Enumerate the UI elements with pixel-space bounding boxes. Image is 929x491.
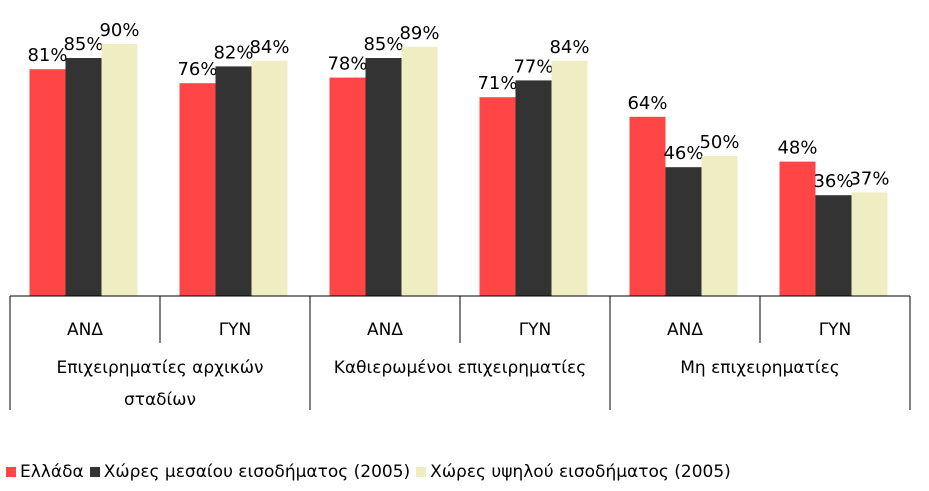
bar [701, 156, 738, 296]
x-tick-label: ΓΥΝ [818, 320, 852, 340]
legend-swatch [416, 467, 427, 477]
legend-label: Χώρες μεσαίου εισοδήματος (2005) [103, 462, 411, 482]
x-tick-label: ΑΝΔ [367, 320, 403, 340]
group-label: Επιχειρηματίες αρχικών σταδίων [56, 358, 264, 410]
bar [515, 80, 552, 297]
legend-item: Ελλάδα [6, 462, 84, 482]
bar [215, 66, 252, 297]
legend-item: Χώρες μεσαίου εισοδήματος (2005) [89, 462, 411, 482]
data-label: 89% [399, 23, 439, 44]
legend-swatch [6, 467, 16, 477]
x-tick-label: ΑΝΔ [67, 320, 103, 340]
data-label: 81% [27, 45, 67, 66]
bar [365, 58, 402, 296]
data-label: 36% [813, 171, 853, 192]
data-label: 76% [177, 59, 217, 80]
bar [629, 116, 666, 296]
group-label: Καθιερωμένοι επιχειρηματίες [333, 358, 587, 378]
bar [551, 60, 588, 296]
bar [329, 77, 366, 296]
bar [851, 192, 888, 296]
data-label: 64% [627, 93, 667, 114]
legend-item: Χώρες υψηλού εισοδήματος (2005) [416, 462, 731, 482]
data-label: 84% [249, 37, 289, 58]
group-label: Μη επιχειρηματίες [680, 358, 840, 378]
data-label: 84% [549, 37, 589, 58]
data-label: 37% [849, 168, 889, 189]
data-label: 50% [699, 132, 739, 153]
bar [815, 195, 852, 296]
x-tick-label: ΓΥΝ [518, 320, 552, 340]
data-label: 85% [363, 34, 403, 55]
bar [779, 161, 816, 296]
x-tick-label: ΓΥΝ [218, 320, 252, 340]
x-tick-label: ΑΝΔ [667, 320, 703, 340]
data-label: 48% [777, 138, 817, 159]
legend-label: Ελλάδα [20, 462, 84, 482]
bar [65, 58, 102, 296]
legend: Ελλάδα Χώρες μεσαίου εισοδήματος (2005) Χώ… [6, 462, 737, 482]
data-label: 77% [513, 56, 553, 77]
bar [251, 60, 288, 296]
data-label: 82% [213, 42, 253, 63]
data-label: 78% [327, 54, 367, 75]
bar [479, 97, 516, 296]
legend-swatch [89, 467, 100, 477]
data-label: 71% [477, 73, 517, 94]
data-label: 85% [63, 34, 103, 55]
data-label: 46% [663, 143, 703, 164]
data-label: 90% [99, 20, 139, 41]
bar [101, 44, 138, 296]
bar [401, 46, 438, 296]
bar [665, 167, 702, 296]
bar [29, 69, 66, 296]
legend-label: Χώρες υψηλού εισοδήματος (2005) [430, 462, 731, 482]
bar [179, 83, 216, 296]
